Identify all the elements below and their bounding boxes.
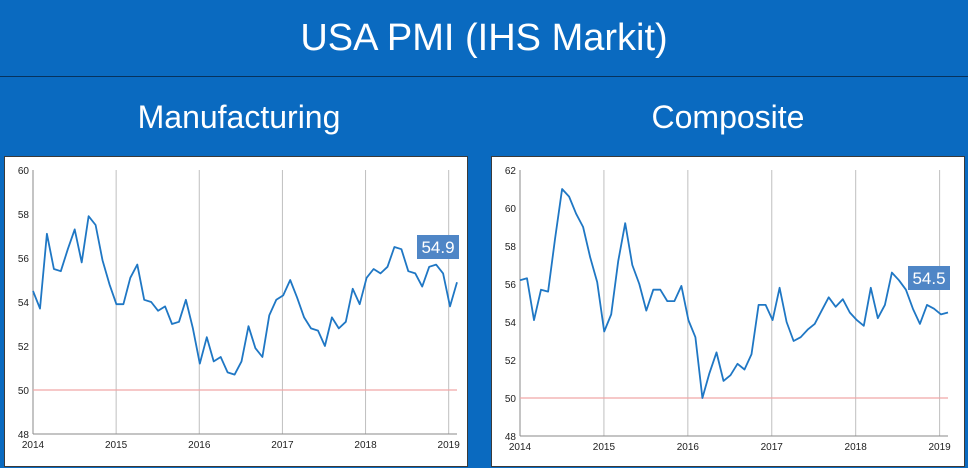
series-line	[519, 188, 949, 399]
x-tick-label: 2019	[928, 442, 951, 453]
x-tick-label: 2019	[438, 440, 461, 451]
x-tick-label: 2015	[593, 442, 616, 453]
latest-value-callout	[417, 235, 459, 259]
y-tick-label: 56	[18, 254, 30, 265]
composite-title: Composite	[651, 99, 805, 135]
page-title: USA PMI (IHS Markit)	[300, 17, 668, 59]
title-bar: USA PMI (IHS Markit)	[0, 0, 968, 77]
x-tick-label: 2018	[845, 442, 868, 453]
y-tick-label: 56	[505, 280, 517, 291]
x-tick-label: 2016	[188, 440, 211, 451]
y-tick-label: 48	[18, 430, 30, 441]
x-tick-label: 2017	[271, 440, 294, 451]
y-tick-label: 60	[18, 166, 30, 177]
latest-value-callout	[908, 266, 950, 290]
latest-value-label: 54.5	[912, 269, 945, 288]
y-tick-label: 50	[18, 386, 30, 397]
y-tick-label: 52	[505, 356, 517, 367]
manufacturing-panel: 2014 2015 2016 2017 2018 2019 48 50 52 54 56 58 60 54…	[4, 156, 468, 467]
composite-chart: 2014 2015 2016 2017 2018 2019 48 50 52 54 56 58 60 62…	[505, 166, 951, 453]
composite-panel: 2014 2015 2016 2017 2018 2019 48 50 52 54 56 58 60 62…	[491, 156, 965, 467]
y-tick-label: 50	[505, 394, 517, 405]
manufacturing-chart: 2014 2015 2016 2017 2018 2019 48 50 52 54 56 58 60 54…	[18, 166, 461, 451]
y-tick-label: 58	[18, 210, 30, 221]
manufacturing-title: Manufacturing	[137, 99, 341, 135]
x-tick-label: 2014	[22, 440, 45, 451]
y-tick-label: 52	[18, 342, 30, 353]
y-tick-label: 54	[505, 318, 517, 329]
y-tick-label: 60	[505, 204, 517, 215]
x-tick-label: 2017	[761, 442, 784, 453]
y-tick-label: 54	[18, 298, 30, 309]
x-tick-label: 2016	[677, 442, 700, 453]
x-tick-label: 2015	[105, 440, 128, 451]
y-tick-label: 48	[505, 432, 517, 443]
y-tick-label: 58	[505, 242, 517, 253]
x-tick-label: 2018	[354, 440, 377, 451]
series-line	[32, 215, 458, 376]
y-tick-label: 62	[505, 166, 517, 177]
x-tick-label: 2014	[509, 442, 532, 453]
latest-value-label: 54.9	[421, 238, 454, 257]
